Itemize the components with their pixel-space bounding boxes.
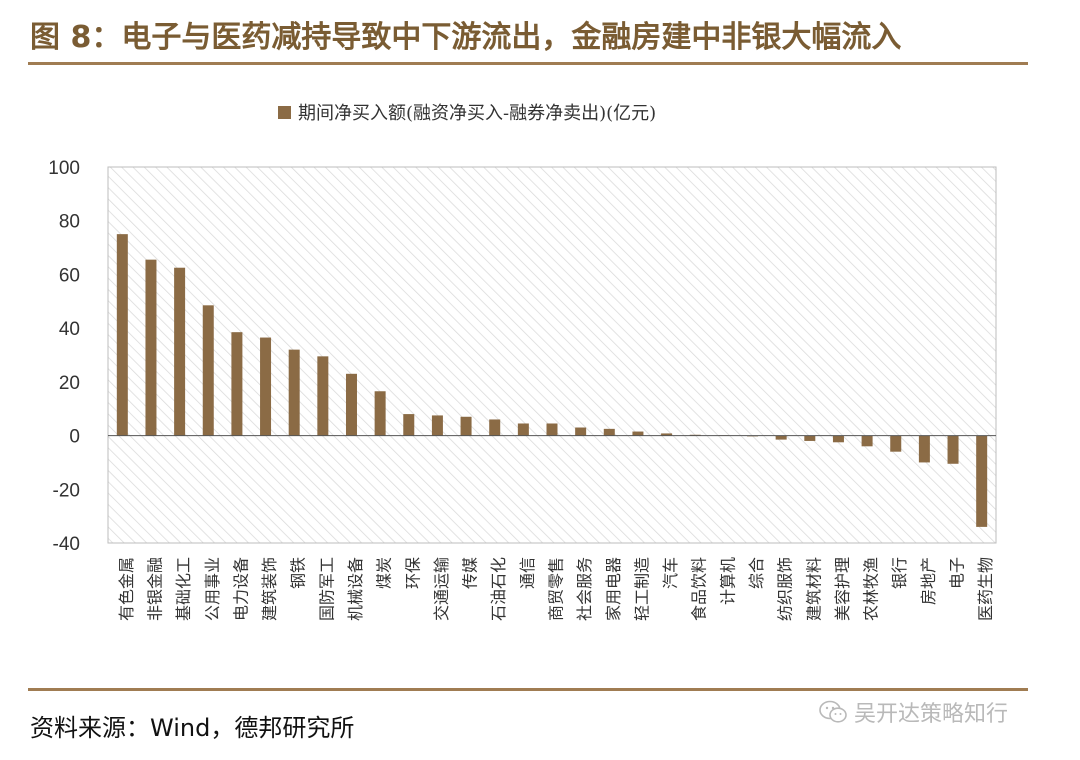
bar [374,391,386,436]
wechat-icon [819,700,847,723]
x-tick-label: 非银金融 [145,557,164,621]
x-tick-label: 农林牧渔 [862,557,881,621]
y-tick-label: 60 [59,265,80,286]
bar [632,431,644,436]
bar [174,267,186,436]
bar [832,435,844,443]
legend-swatch [278,106,291,119]
bars [116,234,988,527]
footer-divider [28,688,1028,691]
bar [517,423,529,436]
bar [317,356,329,436]
bar [861,435,873,447]
x-tick-label: 有色金属 [117,557,136,621]
x-tick-label: 石油石化 [489,557,508,621]
x-tick-label: 社会服务 [575,557,594,621]
x-tick-label: 银行 [890,557,909,589]
x-tick-label: 建筑材料 [804,557,823,621]
y-tick-label: 20 [59,373,80,394]
y-tick-label: 100 [48,158,80,179]
x-tick-label: 公用事业 [203,557,222,621]
bar [918,435,930,463]
x-tick-label: 汽车 [661,557,680,589]
x-tick-label: 交通运输 [432,557,451,621]
bar [546,423,558,436]
bar [489,419,501,436]
bar [976,435,988,527]
x-tick-label: 传媒 [461,557,480,589]
watermark: 吴开达策略知行 [818,696,1008,728]
x-tick-label: 环保 [403,557,422,589]
bar [288,349,300,436]
y-tick-label: 40 [59,319,80,340]
watermark-text: 吴开达策略知行 [854,702,1009,727]
bar [890,435,902,452]
x-tick-label: 电力设备 [231,557,250,621]
bar [661,433,673,436]
x-tick-label: 计算机 [718,557,737,605]
x-tick-label: 综合 [747,557,766,589]
bar [345,373,357,436]
x-tick-label: 机械设备 [346,557,365,621]
bar [260,337,272,436]
x-tick-label: 家用电器 [604,557,623,621]
bar [116,234,128,436]
x-tick-label: 电子 [948,557,967,589]
x-axis-labels: 有色金属 非银金融 基础化工 公用事业 电力设备 建筑装饰 钢铁 国防军工 机械设备 煤炭 环保 交通… [117,557,995,621]
bar [231,332,243,436]
bar [431,415,443,436]
bar [403,414,415,436]
x-tick-label: 美容护理 [833,557,852,621]
x-tick-label: 钢铁 [289,557,308,589]
y-tick-label: 0 [69,427,80,448]
x-tick-label: 纺织服饰 [776,557,795,621]
y-axis: 100 80 60 40 20 0 -20 -40 [48,158,80,555]
x-tick-label: 建筑装饰 [260,557,279,621]
x-tick-label: 国防军工 [317,557,336,621]
bar [460,416,472,436]
page-title: 图 8：电子与医药减持导致中下游流出，金融房建中非银大幅流入 [30,20,902,55]
x-tick-label: 通信 [518,557,537,589]
y-tick-label: -40 [53,534,80,555]
bar [804,435,816,441]
x-tick-label: 轻工制造 [632,557,651,621]
x-tick-label: 商贸零售 [547,557,566,621]
y-tick-label: 80 [59,212,80,233]
bar [202,305,214,436]
legend: 期间净买入额(融资净买入-融券净卖出)(亿元) [278,103,656,124]
y-tick-label: -20 [53,480,80,501]
legend-label: 期间净买入额(融资净买入-融券净卖出)(亿元) [298,103,656,124]
x-tick-label: 食品饮料 [690,557,709,621]
bar [603,428,615,436]
source-note: 资料来源：Wind，德邦研究所 [30,714,355,742]
bar-chart: 期间净买入额(融资净买入-融券净卖出)(亿元) 100 80 60 40 20 0 -20 -… [48,103,997,621]
x-tick-label: 房地产 [919,557,938,605]
title-divider [28,62,1028,65]
x-tick-label: 基础化工 [174,557,193,621]
x-tick-label: 煤炭 [375,557,394,589]
bar [947,435,959,464]
bar [145,259,157,436]
plot-area [107,166,997,544]
x-tick-label: 医药生物 [976,557,995,621]
bar [775,435,787,440]
bar [575,427,587,436]
